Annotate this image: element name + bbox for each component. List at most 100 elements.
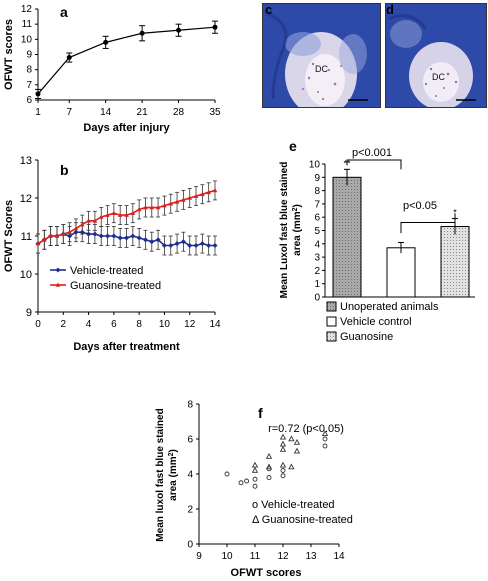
chart-b-point-vehicle — [187, 242, 193, 249]
chart-b-point-guanosine — [206, 189, 211, 195]
chart-b-ytick-label: 9 — [26, 307, 32, 319]
chart-a: 6 7 8 9 10 11 12 1 7 14 21 28 35 Days after injury OFW… — [3, 4, 221, 134]
chart-f-ylabel-line2: area (mm2) — [168, 449, 180, 501]
chart-b-point-guanosine — [181, 197, 186, 202]
chart-a-ytick-label: 11 — [22, 19, 33, 30]
chart-e-ylabel-sup: 2 — [292, 207, 299, 211]
chart-b-point-guanosine — [105, 212, 110, 217]
chart-a-ytick-label: 10 — [21, 34, 33, 45]
chart-e-bracket-1-label: p<0.001 — [352, 147, 392, 159]
chart-f-ylabel-line1: Mean luxol fast blue stained — [155, 408, 166, 541]
chart-b-point-guanosine — [136, 206, 142, 212]
chart-a-xtick-label: 35 — [209, 107, 221, 118]
chart-b-point-vehicle — [161, 242, 167, 249]
chart-b-point-vehicle — [206, 242, 212, 249]
chart-f-point-guanosine — [279, 440, 287, 447]
chart-a-xtick-label: 28 — [173, 107, 185, 118]
chart-b-point-vehicle — [155, 237, 161, 243]
chart-b-point-guanosine — [168, 201, 174, 206]
chart-f-point-vehicle — [280, 468, 286, 473]
chart-e-ytick-label: 5 — [314, 226, 320, 237]
chart-a-ytick-label: 9 — [26, 50, 32, 61]
chart-b-ylabel: OFWT Scores — [3, 200, 15, 272]
chart-b-xlabel: Days after treatment — [73, 341, 180, 353]
chart-f-xlabel: OFWT scores — [231, 567, 302, 579]
chart-f-point-vehicle — [252, 476, 258, 482]
panel-letter-c: c — [265, 2, 273, 17]
chart-b-point-guanosine — [67, 229, 72, 234]
dc-label-d: DC — [432, 72, 445, 82]
chart-e-bar — [332, 176, 362, 298]
chart-e-ylabel-line1: Mean Luxol fast blue stained — [279, 162, 290, 299]
chart-a-ytick-label: 6 — [26, 95, 32, 106]
chart-f-point-guanosine — [279, 445, 287, 452]
chart-b-point-vehicle — [193, 242, 199, 249]
chart-e-bracket-2 — [400, 213, 456, 234]
chart-f-point-vehicle — [322, 436, 328, 442]
chart-b-point-vehicle — [199, 241, 205, 247]
chart-a-point — [139, 30, 145, 36]
chart-e-ylabel-close: ) — [292, 204, 303, 207]
panel-letter-f: f — [258, 405, 263, 421]
chart-f-point-vehicle — [244, 478, 250, 484]
chart-e-legend-swatch — [326, 331, 337, 342]
chart-e-ylabel-text: area (mm — [292, 211, 303, 256]
chart-b-point-vehicle — [104, 233, 111, 239]
chart-b-point-guanosine — [162, 203, 167, 208]
panel-letter-e: e — [289, 138, 297, 154]
chart-f-annotation: r=0.72 (p<0.05) — [268, 423, 344, 435]
panel-letter-a: a — [60, 4, 68, 20]
chart-e-bar — [440, 226, 470, 298]
chart-f-point-vehicle — [280, 473, 286, 479]
chart-b-point-vehicle — [111, 233, 117, 239]
chart-a-ylabel: OFWT scores — [3, 19, 15, 90]
panel-letter-b: b — [60, 162, 69, 178]
chart-f-ylabel-close: ) — [168, 449, 179, 452]
chart-b-point-guanosine — [149, 205, 155, 210]
chart-e-legend-swatch — [326, 301, 337, 312]
chart-f-ylabel-sup: 2 — [168, 452, 175, 456]
chart-f-ytick-label: 4 — [187, 470, 193, 481]
chart-a-point — [103, 39, 109, 45]
micrograph-c: DC — [262, 3, 381, 108]
chart-b-point-guanosine — [130, 210, 136, 215]
chart-b-legend-marker-guanosine — [55, 282, 61, 287]
chart-b-xtick-label: 6 — [111, 319, 117, 330]
chart-a-xtick-label: 1 — [35, 107, 41, 118]
chart-e-ytick-label: 4 — [314, 239, 320, 250]
chart-f-xtick-label: 10 — [221, 551, 233, 562]
chart-b-point-guanosine — [42, 237, 47, 242]
chart-b-legend-vehicle: Vehicle-treated — [70, 265, 143, 277]
chart-f-ytick-label: 8 — [187, 400, 193, 411]
chart-b-point-guanosine — [143, 205, 148, 210]
chart-e-bar — [386, 247, 416, 298]
chart-b-ytick-label: 11 — [21, 231, 32, 243]
chart-e-ytick-label: 1 — [314, 279, 320, 290]
chart-b-xtick-label: 14 — [209, 319, 221, 330]
chart-f-xtick-label: 14 — [333, 551, 345, 562]
chart-f-point-guanosine — [288, 463, 295, 470]
chart-a-point — [66, 55, 72, 61]
chart-e-sig-mark: * — [453, 208, 457, 218]
chart-e-ytick-label: 6 — [314, 213, 320, 224]
chart-b-point-vehicle — [174, 241, 180, 247]
chart-f-ytick-label: 0 — [187, 540, 193, 551]
chart-f: 0 2 4 6 8 9 10 11 12 13 14 r=0.72 (p<0.05) o Vehicle… — [155, 400, 353, 580]
chart-f-xtick-label: 12 — [277, 551, 289, 562]
chart-b-point-guanosine — [54, 233, 60, 238]
chart-b-xtick-label: 8 — [136, 319, 142, 330]
chart-b-point-guanosine — [48, 233, 53, 238]
chart-e-ytick-label: 10 — [309, 160, 321, 171]
chart-b-point-guanosine — [124, 212, 129, 217]
chart-f-point-guanosine — [288, 435, 295, 442]
chart-a-xtick-label: 7 — [66, 107, 72, 118]
chart-e-ytick-label: 8 — [314, 186, 320, 197]
chart-f-point-vehicle — [238, 480, 244, 486]
chart-e-ytick-label: 7 — [314, 199, 320, 210]
chart-e-bracket-2-label: p<0.05 — [403, 200, 437, 212]
chart-b-point-vehicle — [92, 231, 98, 237]
micrograph-c-image — [263, 4, 380, 107]
chart-f-point-vehicle — [322, 443, 328, 449]
